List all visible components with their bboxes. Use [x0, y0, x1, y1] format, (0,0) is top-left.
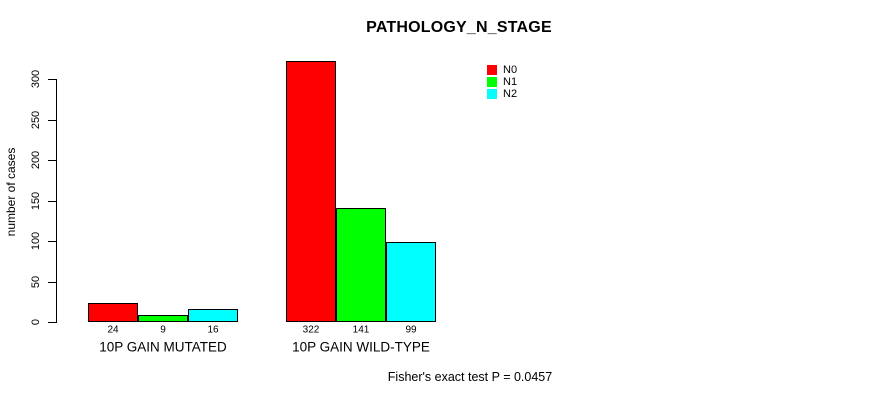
- y-tick-label: 0: [30, 318, 42, 326]
- bar-value-label: 16: [207, 324, 219, 336]
- group-label: 10P GAIN MUTATED: [99, 339, 227, 355]
- chart-title: PATHOLOGY_N_STAGE: [366, 19, 552, 36]
- y-tick-mark: [48, 241, 56, 242]
- legend-swatch-n0: [487, 65, 497, 75]
- legend-label-n1: N1: [503, 76, 518, 88]
- bar-value-label: 9: [160, 324, 166, 336]
- bar-value-label: 24: [107, 324, 119, 336]
- y-tick-label: 50: [30, 275, 42, 288]
- y-tick-label: 200: [30, 150, 42, 170]
- y-tick-label: 250: [30, 110, 42, 129]
- y-tick-label: 150: [30, 191, 42, 210]
- y-tick-mark: [48, 79, 56, 80]
- y-tick-mark: [48, 322, 56, 323]
- bar-n0-group1: [88, 303, 138, 322]
- y-axis-line: [56, 79, 57, 323]
- bar-n1-group2: [336, 208, 386, 322]
- legend-label-n0: N0: [503, 64, 518, 76]
- bar-n2-group2: [386, 242, 436, 322]
- y-axis-label: number of cases: [4, 147, 18, 237]
- annotation-fishers-test: Fisher's exact test P = 0.0457: [387, 370, 553, 384]
- y-tick-mark: [48, 281, 56, 283]
- y-tick-mark: [48, 160, 56, 161]
- bar-n0-group2: [286, 61, 336, 322]
- legend-label-n2: N2: [503, 88, 518, 100]
- y-tick-mark: [48, 119, 56, 121]
- legend-swatch-n2: [487, 89, 497, 99]
- bar-value-label: 99: [405, 324, 417, 336]
- group-label: 10P GAIN WILD-TYPE: [292, 339, 430, 355]
- bar-value-label: 141: [352, 324, 370, 336]
- bar-value-label: 322: [302, 324, 320, 336]
- bar-n1-group1: [138, 315, 188, 322]
- y-tick-label: 100: [30, 231, 42, 251]
- y-tick-mark: [48, 200, 56, 202]
- legend-swatch-n1: [487, 77, 497, 87]
- y-tick-label: 300: [30, 69, 42, 89]
- bar-n2-group1: [188, 309, 238, 322]
